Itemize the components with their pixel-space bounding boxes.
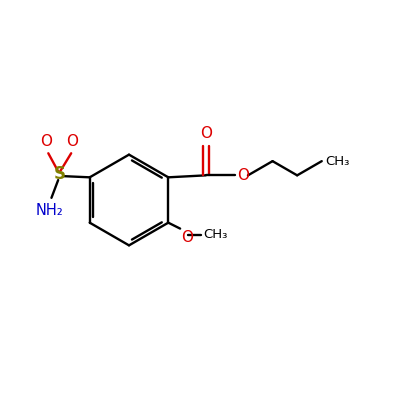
Text: CH₃: CH₃ — [203, 228, 227, 241]
Text: CH₃: CH₃ — [325, 155, 349, 168]
Text: O: O — [40, 134, 52, 149]
Text: O: O — [66, 134, 78, 149]
Text: O: O — [181, 230, 193, 245]
Text: O: O — [200, 126, 212, 141]
Text: NH₂: NH₂ — [36, 202, 63, 218]
Text: O: O — [237, 168, 249, 183]
Text: S: S — [54, 165, 66, 183]
